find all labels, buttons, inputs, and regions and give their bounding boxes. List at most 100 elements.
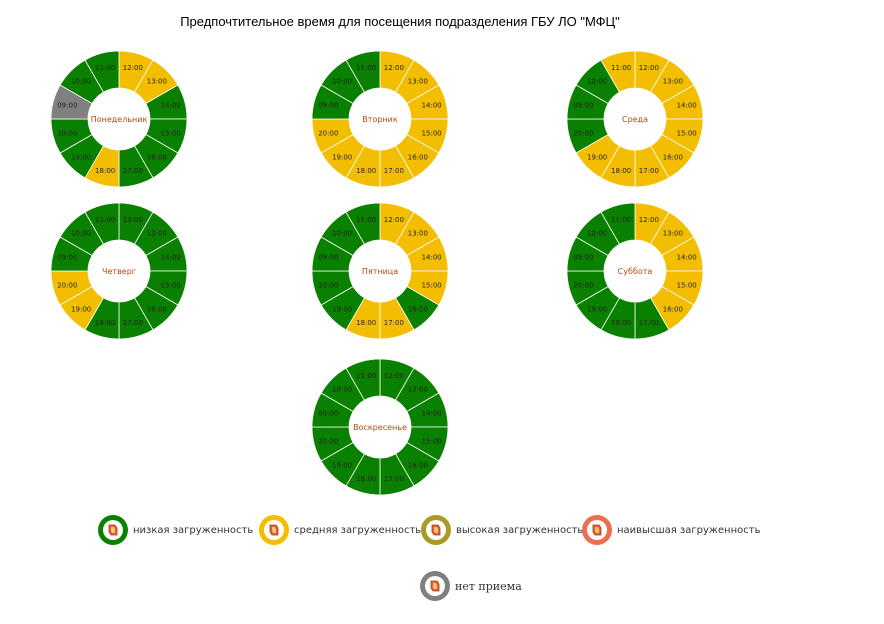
segment-hour-label: 18:00 [611, 167, 631, 175]
segment-hour-label: 12:00 [123, 216, 143, 224]
segment-hour-label: 19:00 [332, 461, 352, 469]
segment-hour-label: 14:00 [422, 410, 442, 418]
legend-label: низкая загруженность [133, 524, 254, 536]
segment-hour-label: 10:00 [587, 230, 607, 238]
segment-hour-label: 14:00 [161, 102, 181, 110]
segment-hour-label: 12:00 [639, 216, 659, 224]
segment-hour-label: 15:00 [422, 129, 442, 137]
day-label: Вторник [362, 115, 398, 124]
segment-hour-label: 12:00 [384, 372, 404, 380]
segment-hour-label: 14:00 [161, 254, 181, 262]
legend-marker-icon [97, 514, 129, 546]
donut-chart-7: 12:00 13:00 14:00 15:00 16:00 17:00 18:00 19:00… [311, 358, 449, 496]
day-label: Четверг [102, 267, 136, 276]
day-label: Среда [622, 115, 648, 124]
donut-chart-4: 12:00 13:00 14:00 15:00 16:00 17:00 18:00 19:00… [50, 202, 188, 340]
segment-hour-label: 16:00 [408, 305, 428, 313]
segment-hour-label: 09:00 [57, 254, 77, 262]
segment-hour-label: 11:00 [611, 216, 631, 224]
segment-hour-label: 17:00 [384, 319, 404, 327]
segment-hour-label: 09:00 [318, 254, 338, 262]
segment-hour-label: 14:00 [422, 254, 442, 262]
donut-hole [88, 240, 150, 302]
segment-hour-label: 20:00 [318, 281, 338, 289]
segment-hour-label: 15:00 [677, 129, 697, 137]
segment-hour-label: 15:00 [677, 281, 697, 289]
segment-hour-label: 09:00 [573, 102, 593, 110]
segment-hour-label: 15:00 [422, 281, 442, 289]
segment-hour-label: 13:00 [663, 78, 683, 86]
segment-hour-label: 16:00 [408, 153, 428, 161]
segment-hour-label: 15:00 [161, 129, 181, 137]
segment-hour-label: 20:00 [573, 129, 593, 137]
day-label: Воскресенье [353, 423, 407, 432]
segment-hour-label: 20:00 [573, 281, 593, 289]
segment-hour-label: 20:00 [57, 129, 77, 137]
segment-hour-label: 11:00 [356, 216, 376, 224]
legend-label: наивысшая загруженность [617, 524, 761, 536]
day-label: Суббота [618, 267, 653, 276]
donut-hole [604, 240, 666, 302]
segment-hour-label: 18:00 [95, 319, 115, 327]
segment-hour-label: 13:00 [408, 386, 428, 394]
segment-hour-label: 19:00 [71, 305, 91, 313]
segment-hour-label: 11:00 [95, 64, 115, 72]
segment-hour-label: 10:00 [71, 230, 91, 238]
segment-hour-label: 20:00 [318, 437, 338, 445]
segment-hour-label: 19:00 [587, 153, 607, 161]
segment-hour-label: 15:00 [161, 281, 181, 289]
segment-hour-label: 18:00 [95, 167, 115, 175]
legend-marker-icon [258, 514, 290, 546]
segment-hour-label: 17:00 [384, 167, 404, 175]
segment-hour-label: 19:00 [332, 153, 352, 161]
legend-item-highest: наивысшая загруженность [581, 514, 760, 546]
legend-item-closed: нет приема [419, 570, 522, 602]
segment-hour-label: 20:00 [57, 281, 77, 289]
segment-hour-label: 17:00 [123, 167, 143, 175]
segment-hour-label: 13:00 [408, 230, 428, 238]
segment-hour-label: 19:00 [587, 305, 607, 313]
segment-hour-label: 19:00 [71, 153, 91, 161]
legend-marker-icon [419, 570, 451, 602]
segment-hour-label: 17:00 [123, 319, 143, 327]
donut-hole [349, 240, 411, 302]
segment-hour-label: 16:00 [147, 153, 167, 161]
segment-hour-label: 11:00 [611, 64, 631, 72]
segment-hour-label: 17:00 [639, 319, 659, 327]
legend-marker-icon [420, 514, 452, 546]
segment-hour-label: 16:00 [663, 305, 683, 313]
donut-chart-2: 12:00 13:00 14:00 15:00 16:00 17:00 18:00 19:00… [311, 50, 449, 188]
segment-hour-label: 17:00 [639, 167, 659, 175]
donut-hole [349, 88, 411, 150]
segment-hour-label: 13:00 [147, 78, 167, 86]
segment-hour-label: 16:00 [663, 153, 683, 161]
legend-marker-icon [581, 514, 613, 546]
segment-hour-label: 12:00 [384, 64, 404, 72]
segment-hour-label: 18:00 [611, 319, 631, 327]
segment-hour-label: 16:00 [408, 461, 428, 469]
segment-hour-label: 17:00 [384, 475, 404, 483]
donut-hole [349, 396, 411, 458]
segment-hour-label: 12:00 [384, 216, 404, 224]
segment-hour-label: 09:00 [573, 254, 593, 262]
segment-hour-label: 20:00 [318, 129, 338, 137]
donut-chart-5: 12:00 13:00 14:00 15:00 16:00 17:00 18:00 19:00… [311, 202, 449, 340]
donut-chart-6: 12:00 13:00 14:00 15:00 16:00 17:00 18:00 19:00… [566, 202, 704, 340]
segment-hour-label: 19:00 [332, 305, 352, 313]
legend-item-low: низкая загруженность [97, 514, 253, 546]
segment-hour-label: 09:00 [57, 102, 77, 110]
legend-label: средняя загруженность [294, 524, 422, 536]
segment-hour-label: 11:00 [356, 64, 376, 72]
segment-hour-label: 09:00 [318, 102, 338, 110]
segment-hour-label: 18:00 [356, 167, 376, 175]
segment-hour-label: 14:00 [677, 254, 697, 262]
day-label: Понедельник [91, 115, 148, 124]
legend-label: нет приема [455, 579, 522, 593]
segment-hour-label: 14:00 [677, 102, 697, 110]
segment-hour-label: 11:00 [95, 216, 115, 224]
segment-hour-label: 12:00 [123, 64, 143, 72]
legend-item-medium: средняя загруженность [258, 514, 421, 546]
page-title: Предпочтительное время для посещения под… [180, 14, 620, 29]
legend-label: высокая загруженность [456, 524, 584, 536]
